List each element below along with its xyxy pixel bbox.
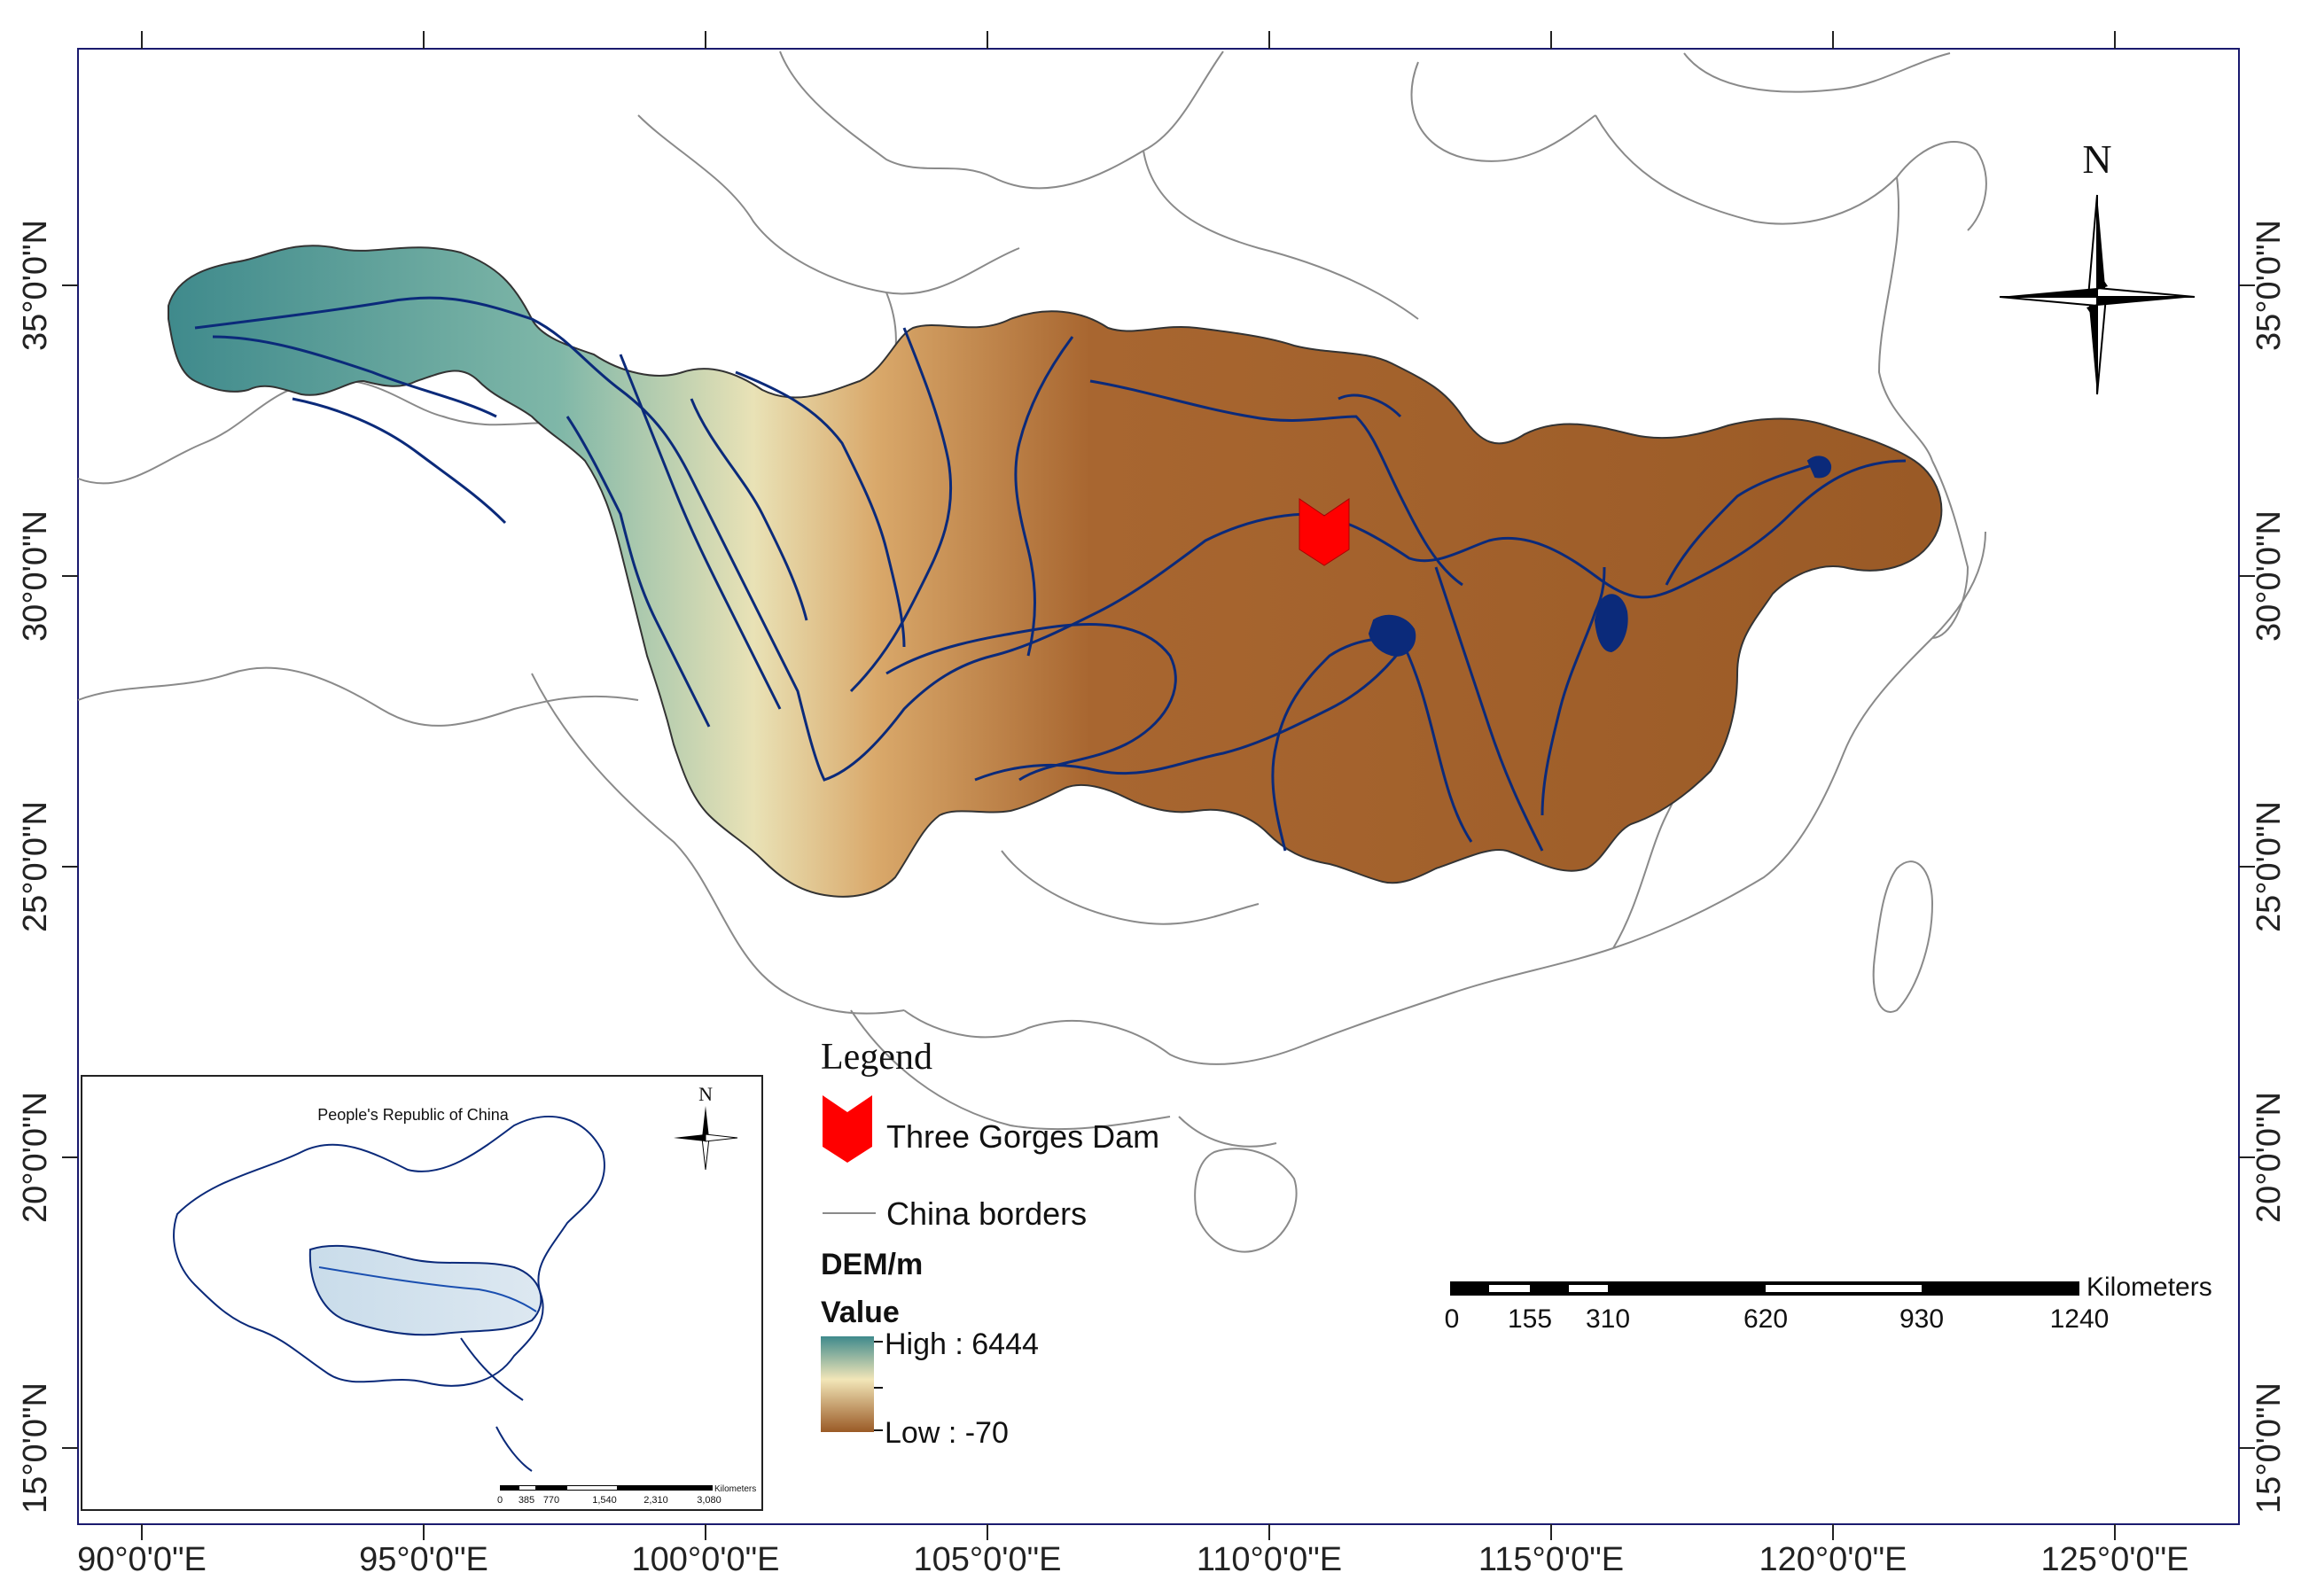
legend-dem-title: DEM/m [821, 1248, 923, 1281]
scale-tick-0: 0 [1445, 1304, 1460, 1334]
hongze-taihu [1806, 455, 1832, 479]
lon-label-120: 120°0'0"E [1759, 1541, 1907, 1578]
tributary-b [735, 370, 906, 648]
lon-label-105: 105°0'0"E [914, 1541, 1062, 1578]
han-river [1089, 379, 1463, 587]
jialing-river [1014, 336, 1074, 657]
inset-scale-0: 0 [497, 1495, 503, 1506]
scale-bar: Kilometers 0 155 310 620 930 1240 [1445, 1273, 2212, 1334]
lat-ticks [62, 284, 2255, 1449]
lat-label-right-20: 20°0'0"N [2250, 1092, 2288, 1223]
min-river [566, 416, 711, 728]
lakes [1368, 455, 1832, 658]
yangtze-mainstream [194, 296, 1907, 782]
inset-map: People's Republic of China N 0 385 770 1… [81, 1075, 763, 1511]
lat-label-left-35: 35°0'0"N [17, 220, 54, 351]
xiang-river [1271, 636, 1473, 852]
lat-label-right-35: 35°0'0"N [2250, 220, 2288, 351]
scale-tick-310: 310 [1586, 1304, 1630, 1334]
lon-labels: 90°0'0"E 95°0'0"E 100°0'0"E 105°0'0"E 11… [77, 1541, 2188, 1578]
han-river-upper [1338, 393, 1402, 418]
legend-high-label: High : 6444 [885, 1327, 1039, 1361]
legend-title: Legend [821, 1037, 932, 1078]
lon-label-95: 95°0'0"E [359, 1541, 488, 1578]
inset-scale-1540: 1,540 [592, 1495, 617, 1506]
lat-label-right-25: 25°0'0"N [2250, 801, 2288, 932]
lon-label-115: 115°0'0"E [1478, 1541, 1624, 1578]
north-arrow: N [1999, 136, 2196, 395]
tributary-a [690, 398, 808, 621]
lon-label-110: 110°0'0"E [1197, 1541, 1342, 1578]
scale-unit: Kilometers [2086, 1273, 2212, 1302]
lat-label-left-15: 15°0'0"N [17, 1382, 54, 1514]
yalong-river [619, 354, 782, 710]
inset-title: People's Republic of China [317, 1106, 510, 1124]
lat-label-left-30: 30°0'0"N [17, 510, 54, 642]
legend-dam-symbol [823, 1095, 872, 1163]
rivers [194, 296, 1907, 852]
upper-stream-b [292, 397, 507, 525]
wu-river [885, 622, 1177, 782]
legend-low-label: Low : -70 [885, 1416, 1009, 1450]
scale-tick-1240: 1240 [2050, 1304, 2110, 1334]
legend-value-title: Value [821, 1296, 900, 1329]
lon-label-90: 90°0'0"E [77, 1541, 207, 1578]
dongting-lake [1368, 614, 1416, 658]
legend-dam-label: Three Gorges Dam [886, 1118, 1159, 1155]
inset-scale-2310: 2,310 [644, 1495, 668, 1506]
inset-scale-3080: 3,080 [697, 1495, 722, 1506]
legend: Legend Three Gorges Dam China borders DE… [821, 1037, 1159, 1450]
lat-label-right-15: 15°0'0"N [2250, 1382, 2288, 1514]
lat-label-right-30: 30°0'0"N [2250, 510, 2288, 642]
lat-labels-right: 35°0'0"N 30°0'0"N 25°0'0"N 20°0'0"N 15°0… [2250, 220, 2288, 1514]
lon-ticks [141, 31, 2116, 1540]
legend-borders-label: China borders [886, 1195, 1087, 1232]
lon-label-100: 100°0'0"E [632, 1541, 780, 1578]
inset-scale-unit: Kilometers [714, 1484, 756, 1494]
lon-label-125: 125°0'0"E [2041, 1541, 2189, 1578]
inset-north-arrow: N [674, 1083, 738, 1171]
lower-tributary [1434, 566, 1544, 852]
yuan-river [974, 637, 1411, 782]
scale-tick-620: 620 [1743, 1304, 1788, 1334]
lat-label-left-25: 25°0'0"N [17, 801, 54, 932]
inset-basin [308, 1244, 542, 1336]
tributary-c [849, 327, 953, 693]
north-label: N [2082, 136, 2111, 182]
huai-link [1665, 459, 1827, 586]
inset-scale-bar: 0 385 770 1,540 2,310 3,080 Kilometers [497, 1484, 756, 1506]
lat-labels-left: 35°0'0"N 30°0'0"N 25°0'0"N 20°0'0"N 15°0… [17, 220, 54, 1514]
scale-tick-155: 155 [1508, 1304, 1552, 1334]
inset-north-label: N [698, 1083, 713, 1105]
upper-stream-a [212, 335, 497, 418]
inset-scale-770: 770 [543, 1495, 559, 1506]
three-gorges-dam-marker [1299, 498, 1350, 566]
inset-scale-385: 385 [519, 1495, 534, 1506]
yangtze-basin [168, 245, 1943, 898]
legend-dem-ramp [821, 1336, 874, 1432]
gan-river [1540, 566, 1606, 816]
basin-dem-surface [168, 245, 1943, 898]
poyang-lake [1594, 594, 1628, 653]
lat-label-left-20: 20°0'0"N [17, 1092, 54, 1223]
scale-tick-930: 930 [1899, 1304, 1944, 1334]
